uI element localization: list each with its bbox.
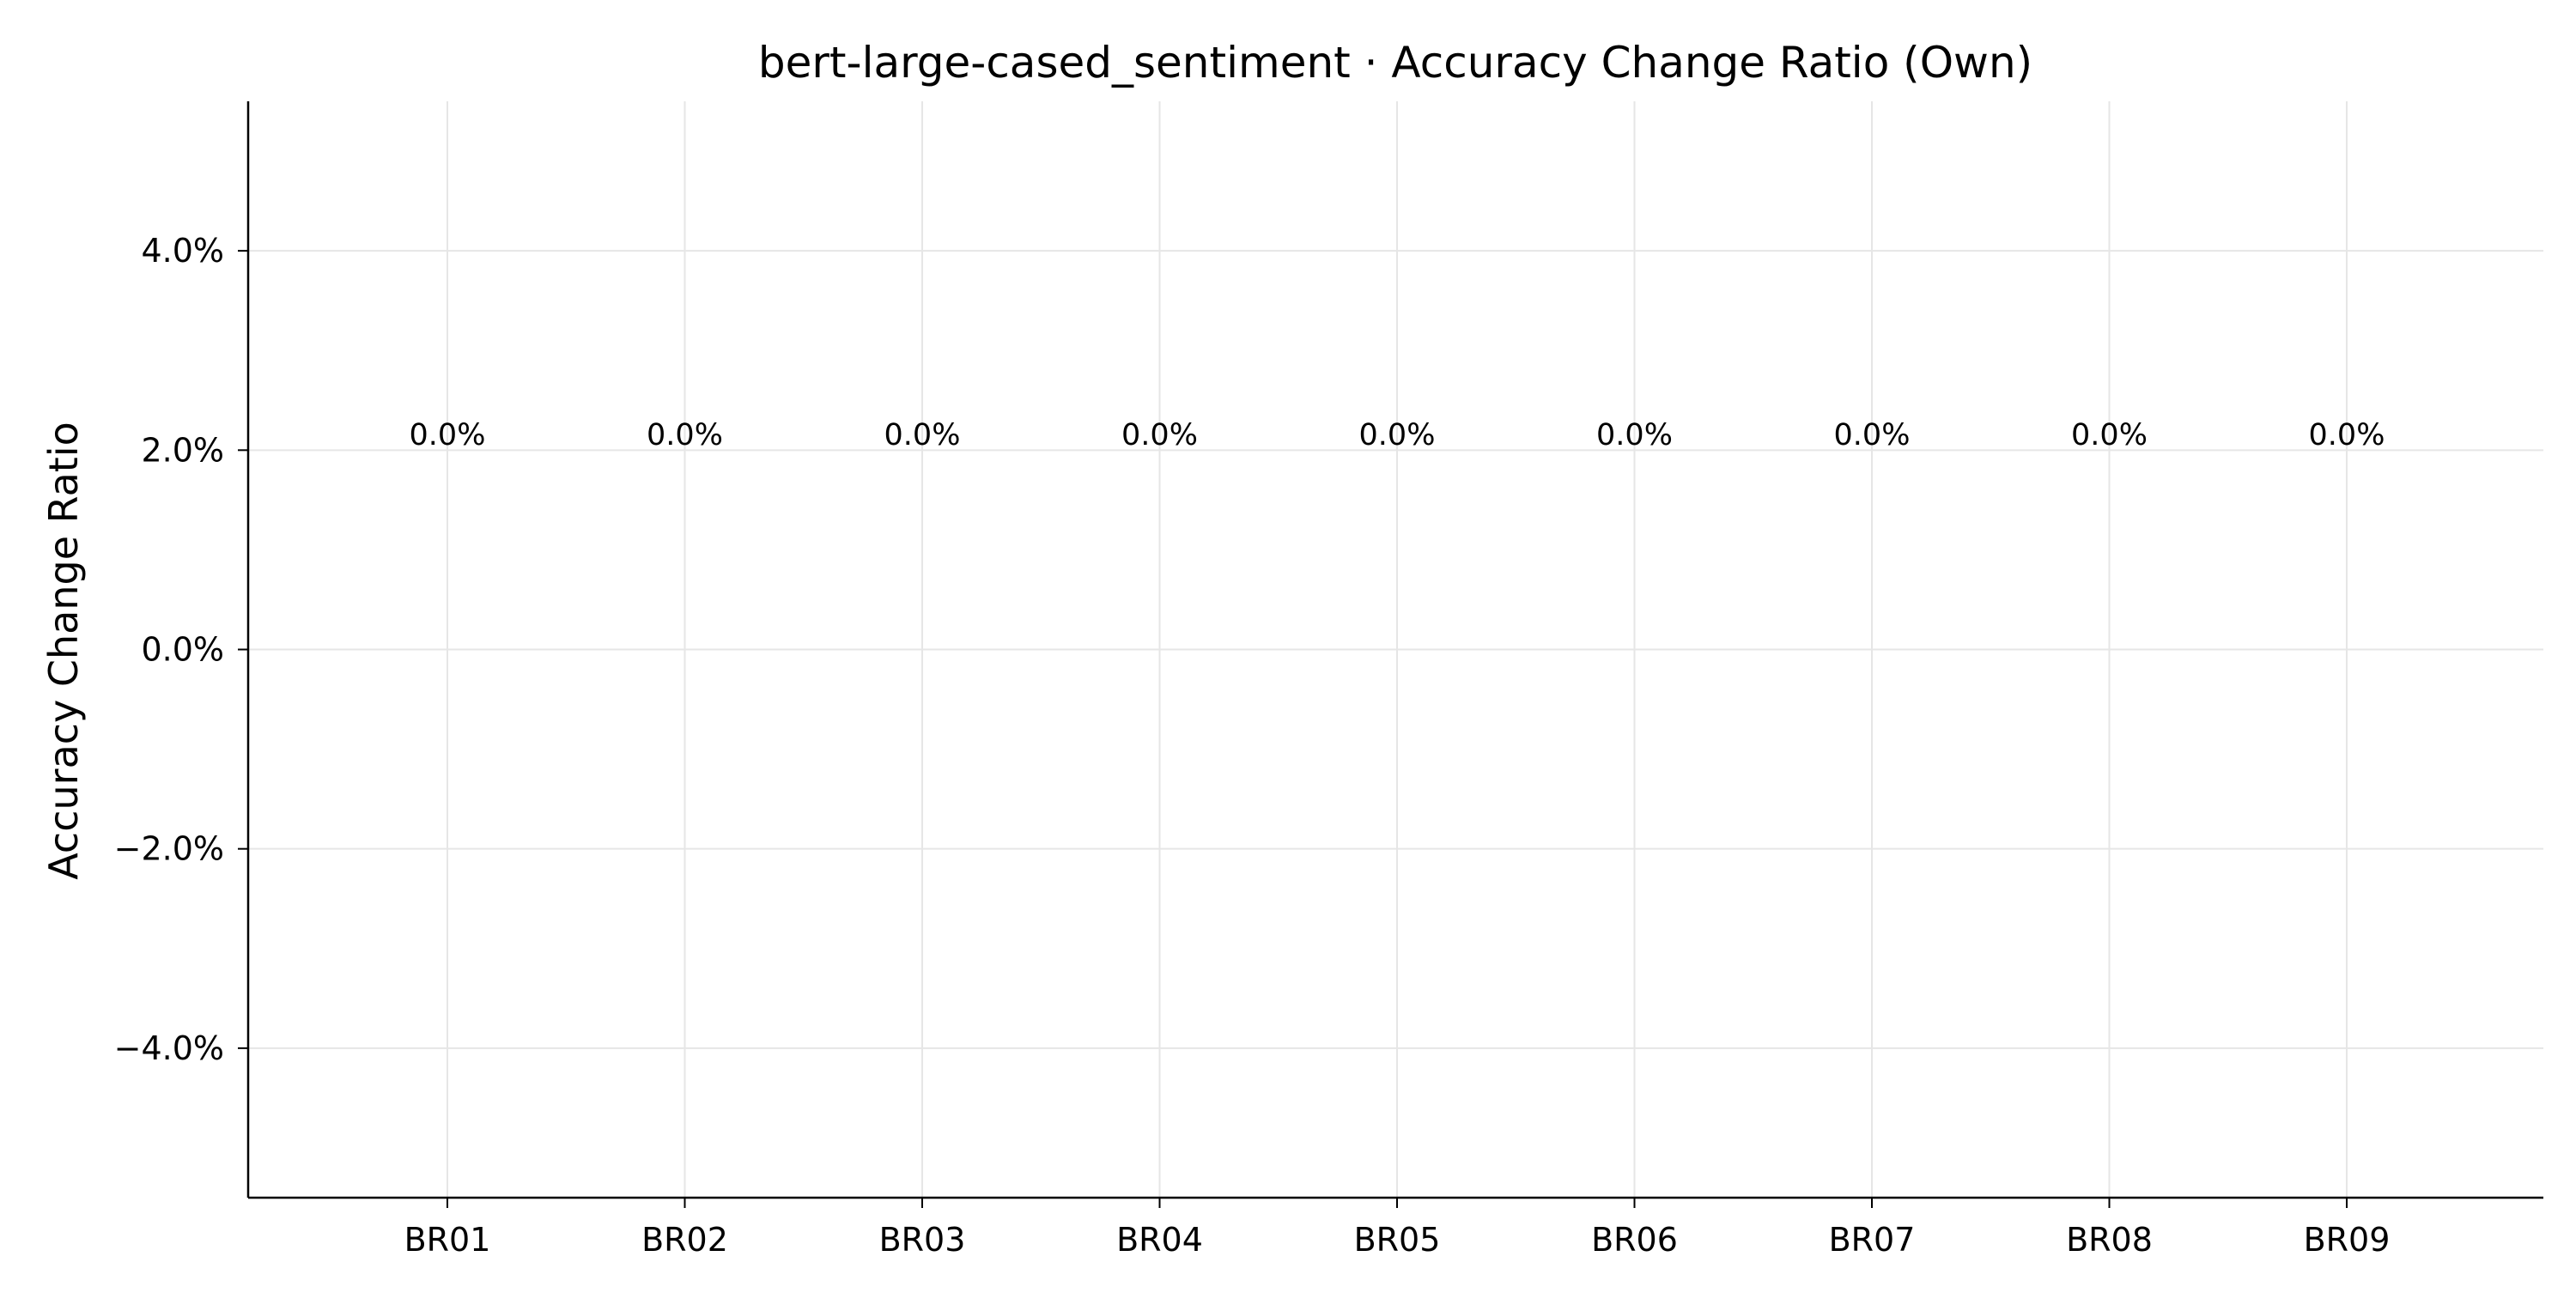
x-tick-label: BR07 [1829,1221,1916,1259]
data-label: 0.0% [1121,418,1198,452]
data-label: 0.0% [1359,418,1436,452]
grid-layer [248,101,2543,1198]
ticks-layer: −4.0% −2.0% 0.0% 2.0% 4.0% BR01 BR02 BR03 BR04 BR… [114,232,2391,1259]
x-tick-label: BR03 [879,1221,966,1259]
x-tick-label: BR01 [404,1221,491,1259]
x-tick-label: BR02 [641,1221,728,1259]
data-label: 0.0% [884,418,961,452]
x-tick-label: BR09 [2304,1221,2391,1259]
data-label: 0.0% [410,418,486,452]
x-tick-label: BR06 [1591,1221,1678,1259]
y-tick-label: 2.0% [141,431,224,469]
y-tick-label: −2.0% [114,830,224,868]
data-label: 0.0% [2071,418,2148,452]
y-tick-label: 0.0% [141,631,224,669]
x-tick-label: BR04 [1116,1221,1203,1259]
chart-title: bert-large-cased_sentiment · Accuracy Ch… [758,38,2032,88]
x-tick-label: BR05 [1354,1221,1441,1259]
x-tick-label: BR08 [2066,1221,2153,1259]
data-label: 0.0% [2309,418,2385,452]
y-axis-label: Accuracy Change Ratio [40,422,87,879]
y-tick-label: −4.0% [114,1029,224,1067]
data-label: 0.0% [1834,418,1911,452]
data-labels-layer: 0.0% 0.0% 0.0% 0.0% 0.0% 0.0% 0.0% 0.0% 0.0% [410,418,2385,452]
data-label: 0.0% [1596,418,1673,452]
y-tick-label: 4.0% [141,232,224,270]
data-label: 0.0% [647,418,723,452]
